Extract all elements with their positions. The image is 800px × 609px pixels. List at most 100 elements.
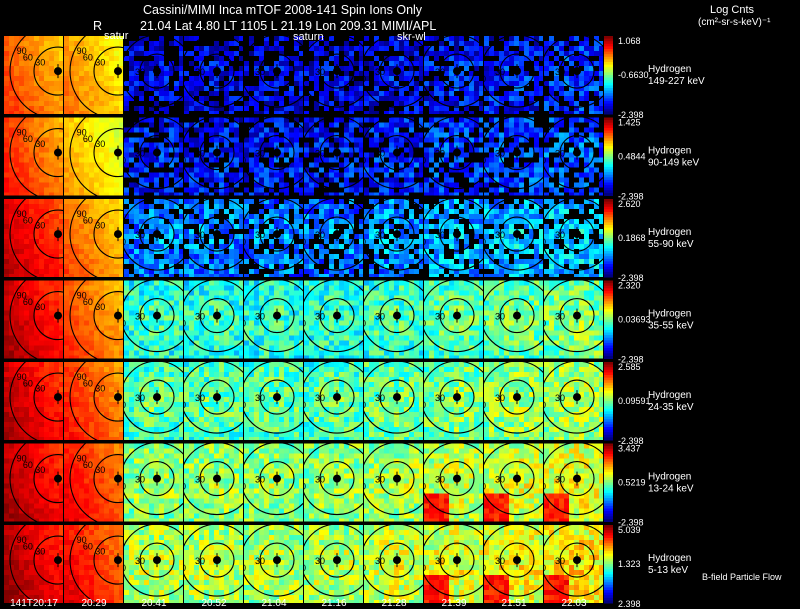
contour-30	[199, 542, 235, 578]
contour-60	[484, 36, 543, 108]
energy-band-row: 3060903060903060903060903060903060903060…	[4, 36, 705, 120]
contour-60	[364, 199, 423, 271]
contour-30	[33, 128, 63, 178]
contour-label: 30	[555, 67, 565, 77]
species-label: Hydrogen	[648, 553, 691, 564]
contour-label: 30	[435, 556, 445, 566]
color-bar	[604, 117, 613, 196]
contour-60	[244, 117, 303, 190]
contour-60	[9, 280, 38, 359]
contour-label: 30	[555, 475, 565, 485]
time-tick-label: 21:16	[321, 598, 346, 609]
contour-label: 60	[296, 481, 306, 491]
color-bar	[604, 443, 613, 522]
contour-30	[259, 135, 295, 171]
r-label: R	[93, 19, 103, 33]
contour-label: 60	[416, 563, 426, 573]
contour-label: 30	[135, 312, 145, 322]
contour-30	[379, 53, 415, 89]
contour-30	[259, 298, 295, 334]
contour-label: 30	[195, 556, 205, 566]
species-label: Hydrogen	[648, 309, 691, 320]
contour-60	[124, 443, 183, 516]
contour-label: 90	[77, 209, 87, 219]
contour-label: 60	[116, 155, 126, 165]
contour-label: 60	[356, 481, 366, 491]
colorbar-min: -2.398	[618, 273, 644, 283]
contour-label: 60	[236, 481, 246, 491]
contour-label: 30	[315, 393, 325, 403]
contour-60	[364, 280, 423, 353]
contour-label: 60	[236, 74, 246, 84]
contour-label: 60	[416, 237, 426, 247]
contour-label: 90	[17, 46, 27, 56]
contour-60	[424, 525, 483, 597]
contour-label: 60	[356, 237, 366, 247]
contour-30	[499, 542, 535, 578]
energy-band-row: 3060903060903060903060903060903060903060…	[4, 117, 699, 202]
contour-60	[364, 36, 423, 108]
contour-label: 60	[176, 400, 186, 410]
contour-60	[304, 443, 363, 516]
contour-30	[139, 461, 175, 497]
contour-30	[319, 216, 355, 252]
colorbar-mid: 0.1868	[618, 233, 646, 243]
contour-label: 30	[35, 383, 45, 393]
contour-label: 60	[356, 155, 366, 165]
colorbar-min: 2.398	[618, 599, 641, 609]
contour-label: 90	[77, 535, 87, 545]
colorbar-mid: 1.323	[618, 559, 641, 569]
contour-label: 60	[236, 237, 246, 247]
contour-60	[9, 362, 38, 440]
contour-label: 30	[195, 230, 205, 240]
contour-30	[499, 461, 535, 497]
contour-label: 30	[135, 556, 145, 566]
contour-60	[9, 443, 38, 522]
contour-label: 60	[83, 216, 93, 226]
species-label: Hydrogen	[648, 472, 691, 483]
contour-60	[69, 117, 98, 196]
contour-60	[184, 117, 243, 190]
contour-label: 30	[255, 149, 265, 159]
energy-label: 5-13 keV	[648, 565, 688, 576]
contour-label: 30	[435, 149, 445, 159]
contour-60	[244, 443, 303, 516]
contour-label: 30	[435, 393, 445, 403]
contour-30	[499, 135, 535, 171]
contour-label: 30	[95, 546, 105, 556]
energy-label: 35-55 keV	[648, 321, 694, 332]
contour-label: 30	[495, 149, 505, 159]
contour-label: 60	[23, 460, 33, 470]
time-tick-label: 141T20:17	[10, 598, 58, 609]
plot-title: Cassini/MIMI Inca mTOF 2008-141 Spin Ion…	[143, 3, 423, 17]
contour-label: 60	[176, 74, 186, 84]
contour-label: 30	[255, 475, 265, 485]
skr-label: skr-wl	[397, 31, 426, 43]
contour-label: 60	[116, 318, 126, 328]
contour-label: 30	[435, 475, 445, 485]
contour-label: 30	[35, 302, 45, 312]
contour-60	[69, 443, 98, 522]
contour-label: 30	[195, 149, 205, 159]
contour-30	[199, 461, 235, 497]
contour-label: 60	[296, 155, 306, 165]
contour-label: 90	[77, 290, 87, 300]
energy-label: 55-90 keV	[648, 239, 694, 250]
